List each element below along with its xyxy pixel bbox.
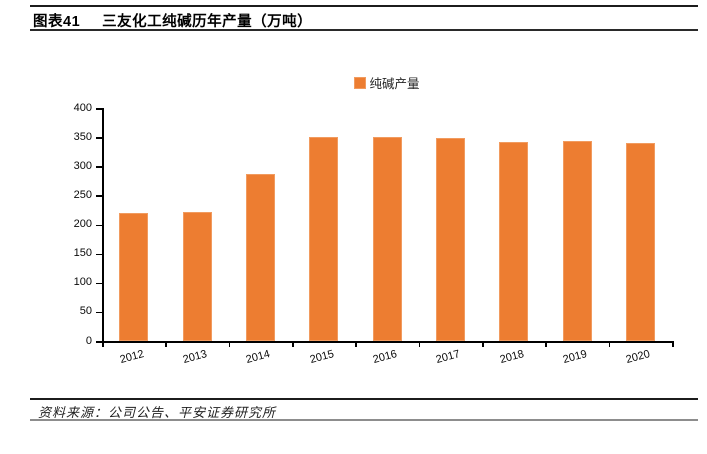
y-axis-label: 100 [73,276,92,289]
x-tick [672,343,674,347]
x-axis-label: 2017 [434,348,462,366]
bar-2013 [182,212,212,341]
y-tick [96,137,102,139]
x-tick [545,343,547,347]
legend-label: 纯碱产量 [369,77,420,91]
bar-chart: 0 50 100 150 200 250 300 350 400 2012 2013 2014 2015… [73,101,674,366]
x-tick [608,343,611,347]
x-tick [228,343,231,347]
header-bottom-rule [30,29,698,31]
y-axis [102,108,104,341]
chart-legend: 纯碱产量 [102,73,672,92]
figure-number: 图表41 [33,14,81,30]
y-axis-label: 400 [73,101,92,114]
bar-2015 [309,137,339,341]
bar-2019 [562,141,592,341]
y-axis-label: 200 [73,218,92,230]
y-axis-label: 150 [73,247,92,260]
y-tick [96,166,102,168]
x-axis-label: 2013 [181,348,209,366]
y-tick [96,224,102,226]
x-axis-label: 2016 [371,348,399,366]
y-axis-label: 250 [73,188,92,201]
footer-bottom-rule [30,419,698,421]
y-tick [96,253,102,256]
bar-2017 [435,138,465,341]
y-tick [96,282,102,285]
y-axis-label: 300 [73,159,92,172]
y-axis-label: 0 [85,334,92,347]
footer-top-rule [30,398,698,400]
y-tick [96,195,102,197]
bar-2020 [625,142,655,341]
y-tick [96,311,102,314]
source-note: 资料来源：公司公告、平安证券研究所 [38,405,277,420]
bar-2016 [372,137,402,341]
figure-title-text: 三友化工纯碱历年产量（万吨） [102,14,313,30]
bar-2018 [499,142,529,341]
x-axis-label: 2018 [498,348,526,366]
y-tick [96,341,102,343]
x-tick [165,343,167,347]
y-axis-label: 350 [73,130,92,143]
bar-2014 [245,173,275,341]
legend-swatch-icon [354,76,367,89]
header-top-rule [30,5,698,7]
x-axis-label: 2012 [118,348,146,366]
x-tick [102,343,104,347]
x-axis [102,341,674,343]
x-axis-label: 2015 [308,348,336,366]
figure-title: 图表41 三友化工纯碱历年产量（万吨） [33,10,312,31]
y-tick [96,108,102,110]
x-axis-label: 2014 [244,348,272,366]
x-tick [482,343,484,347]
x-axis-label: 2020 [624,348,652,366]
x-tick [292,343,294,347]
y-axis-label: 50 [79,305,92,318]
x-axis-label: 2019 [561,348,589,366]
x-tick [355,343,357,347]
x-tick [418,343,421,347]
bar-2012 [119,213,149,341]
